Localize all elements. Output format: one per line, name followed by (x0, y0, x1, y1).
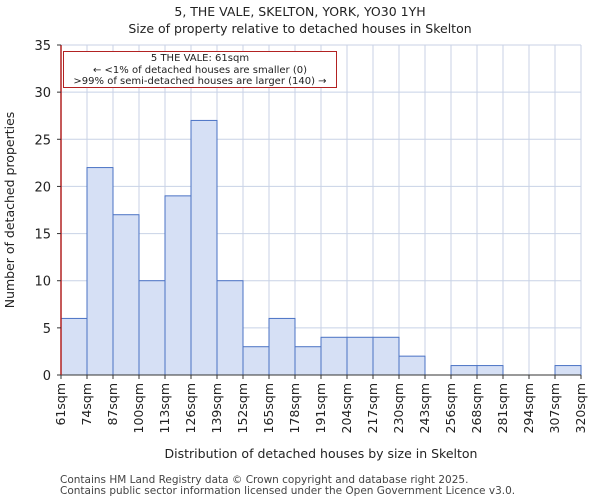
x-tick-label: 204sqm (339, 383, 354, 433)
y-tick-label: 30 (34, 86, 51, 101)
x-tick-label: 320sqm (573, 383, 588, 433)
bar (398, 355, 426, 376)
x-tick-label: 61sqm (53, 383, 68, 426)
annotation-line-1: 5 THE VALE: 61sqm (150, 53, 250, 64)
bar (450, 365, 478, 376)
bar (372, 336, 400, 376)
bar (138, 280, 166, 376)
y-tick-label: 15 (34, 228, 51, 243)
bar (294, 346, 322, 376)
bar (190, 119, 218, 376)
bar (60, 317, 88, 376)
x-tick-label: 281sqm (495, 383, 510, 433)
x-tick-label: 268sqm (469, 383, 484, 433)
bar (476, 365, 504, 376)
footer-line-1: Contains HM Land Registry data © Crown c… (60, 474, 469, 486)
annotation-line-2: ← <1% of detached houses are smaller (0) (93, 64, 307, 76)
x-tick-label: 217sqm (365, 383, 380, 433)
y-tick-label: 25 (34, 133, 51, 148)
bar (346, 336, 374, 376)
bar (320, 336, 348, 376)
chart-title: 5, THE VALE, SKELTON, YORK, YO30 1YH (174, 4, 426, 19)
x-tick-label: 126sqm (183, 383, 198, 433)
x-tick-label: 165sqm (261, 383, 276, 433)
y-tick-label: 5 (43, 322, 51, 337)
bar (86, 167, 114, 376)
y-tick-label: 10 (34, 275, 51, 290)
x-tick-label: 139sqm (209, 383, 224, 433)
x-tick-label: 230sqm (391, 383, 406, 433)
x-tick-label: 100sqm (131, 383, 146, 433)
x-tick-label: 113sqm (157, 383, 172, 433)
footer-line-2: Contains public sector information licen… (60, 485, 516, 497)
x-tick-label: 152sqm (235, 383, 250, 433)
y-tick-label: 35 (34, 39, 51, 54)
x-tick-label: 74sqm (79, 383, 94, 426)
x-tick-label: 256sqm (443, 383, 458, 433)
bar (164, 195, 192, 376)
y-tick-label: 0 (43, 369, 51, 384)
chart-subtitle: Size of property relative to detached ho… (128, 21, 472, 36)
bar (112, 214, 140, 376)
annotation-line-3: >99% of semi-detached houses are larger … (73, 76, 327, 87)
y-axis-label: Number of detached properties (2, 112, 17, 309)
x-tick-label: 243sqm (417, 383, 432, 433)
x-tick-label: 178sqm (287, 383, 302, 433)
bar (554, 365, 582, 376)
bar (242, 346, 270, 376)
bar (216, 280, 244, 376)
x-tick-label: 307sqm (547, 383, 562, 433)
annotation-box: 5 THE VALE: 61sqm ← <1% of detached hous… (63, 51, 337, 88)
y-tick-label: 20 (34, 180, 51, 195)
x-axis-label: Distribution of detached houses by size … (165, 446, 478, 461)
bar (268, 317, 296, 376)
x-tick-label: 191sqm (313, 383, 328, 433)
x-tick-label: 87sqm (105, 383, 120, 426)
x-tick-label: 294sqm (521, 383, 536, 433)
